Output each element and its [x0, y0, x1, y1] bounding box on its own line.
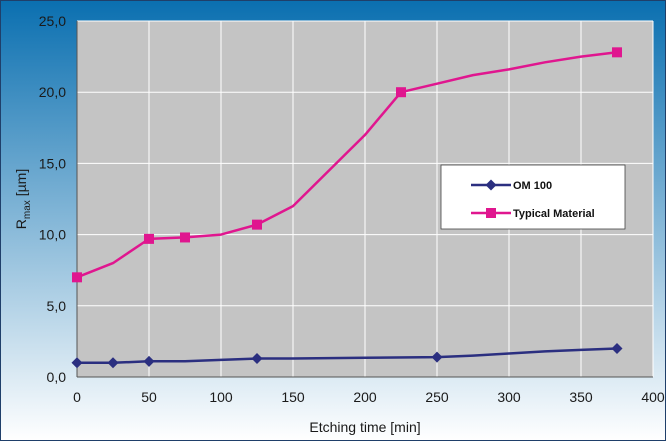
x-tick-label: 150: [281, 389, 305, 405]
y-axis-title: Rmax [µm]: [13, 169, 33, 229]
data-point-om-100: [107, 357, 119, 369]
series-line-om-100: [77, 347, 618, 365]
data-point-om-100: [143, 355, 155, 367]
data-point-typical-material: [396, 87, 406, 98]
data-point-typical-material: [612, 47, 622, 58]
axes: 0 50 100 150 200 250 300 350 400 0,0 5,0 10,0 15,0 20…: [39, 13, 665, 405]
y-tick-label: 5,0: [47, 298, 67, 314]
legend-label-om-100: OM 100: [513, 180, 552, 192]
y-axis-title-subscript: max: [22, 200, 33, 219]
data-point-om-100: [431, 351, 443, 363]
y-tick-label: 10,0: [39, 227, 66, 243]
x-tick-label: 0: [73, 389, 81, 405]
series-line-typical-material: [76, 51, 618, 279]
x-tick-label: 250: [425, 389, 449, 405]
x-tick-label: 400: [641, 389, 665, 405]
y-axis-title-unit: [µm]: [13, 169, 29, 200]
data-point-om-100: [71, 357, 83, 369]
y-tick-label: 25,0: [39, 13, 66, 29]
legend-box: [440, 164, 626, 230]
legend-entries: OM 100 Typical Material: [471, 179, 595, 220]
legend-label-typical-material: Typical Material: [513, 208, 595, 220]
y-tick-label: 0,0: [47, 369, 67, 385]
legend-marker-om-100: [485, 179, 497, 191]
x-tick-label: 50: [141, 389, 157, 405]
legend: OM 100 Typical Material: [440, 164, 626, 230]
y-tick-label: 20,0: [39, 84, 66, 100]
data-point-om-100: [251, 352, 263, 364]
x-axis-title: Etching time [min]: [309, 419, 420, 435]
data-point-typical-material: [144, 233, 154, 244]
data-point-typical-material: [72, 272, 82, 283]
legend-marker-typical-material: [486, 208, 496, 218]
x-tick-label: 350: [569, 389, 593, 405]
y-tick-label: 15,0: [39, 155, 66, 171]
x-tick-label: 200: [353, 389, 377, 405]
x-tick-label: 300: [497, 389, 521, 405]
series: [71, 47, 623, 369]
data-point-typical-material: [180, 232, 190, 243]
data-point-om-100: [611, 343, 623, 355]
data-point-typical-material: [252, 219, 262, 230]
y-axis-title-base: R: [13, 219, 29, 229]
x-tick-label: 100: [209, 389, 233, 405]
